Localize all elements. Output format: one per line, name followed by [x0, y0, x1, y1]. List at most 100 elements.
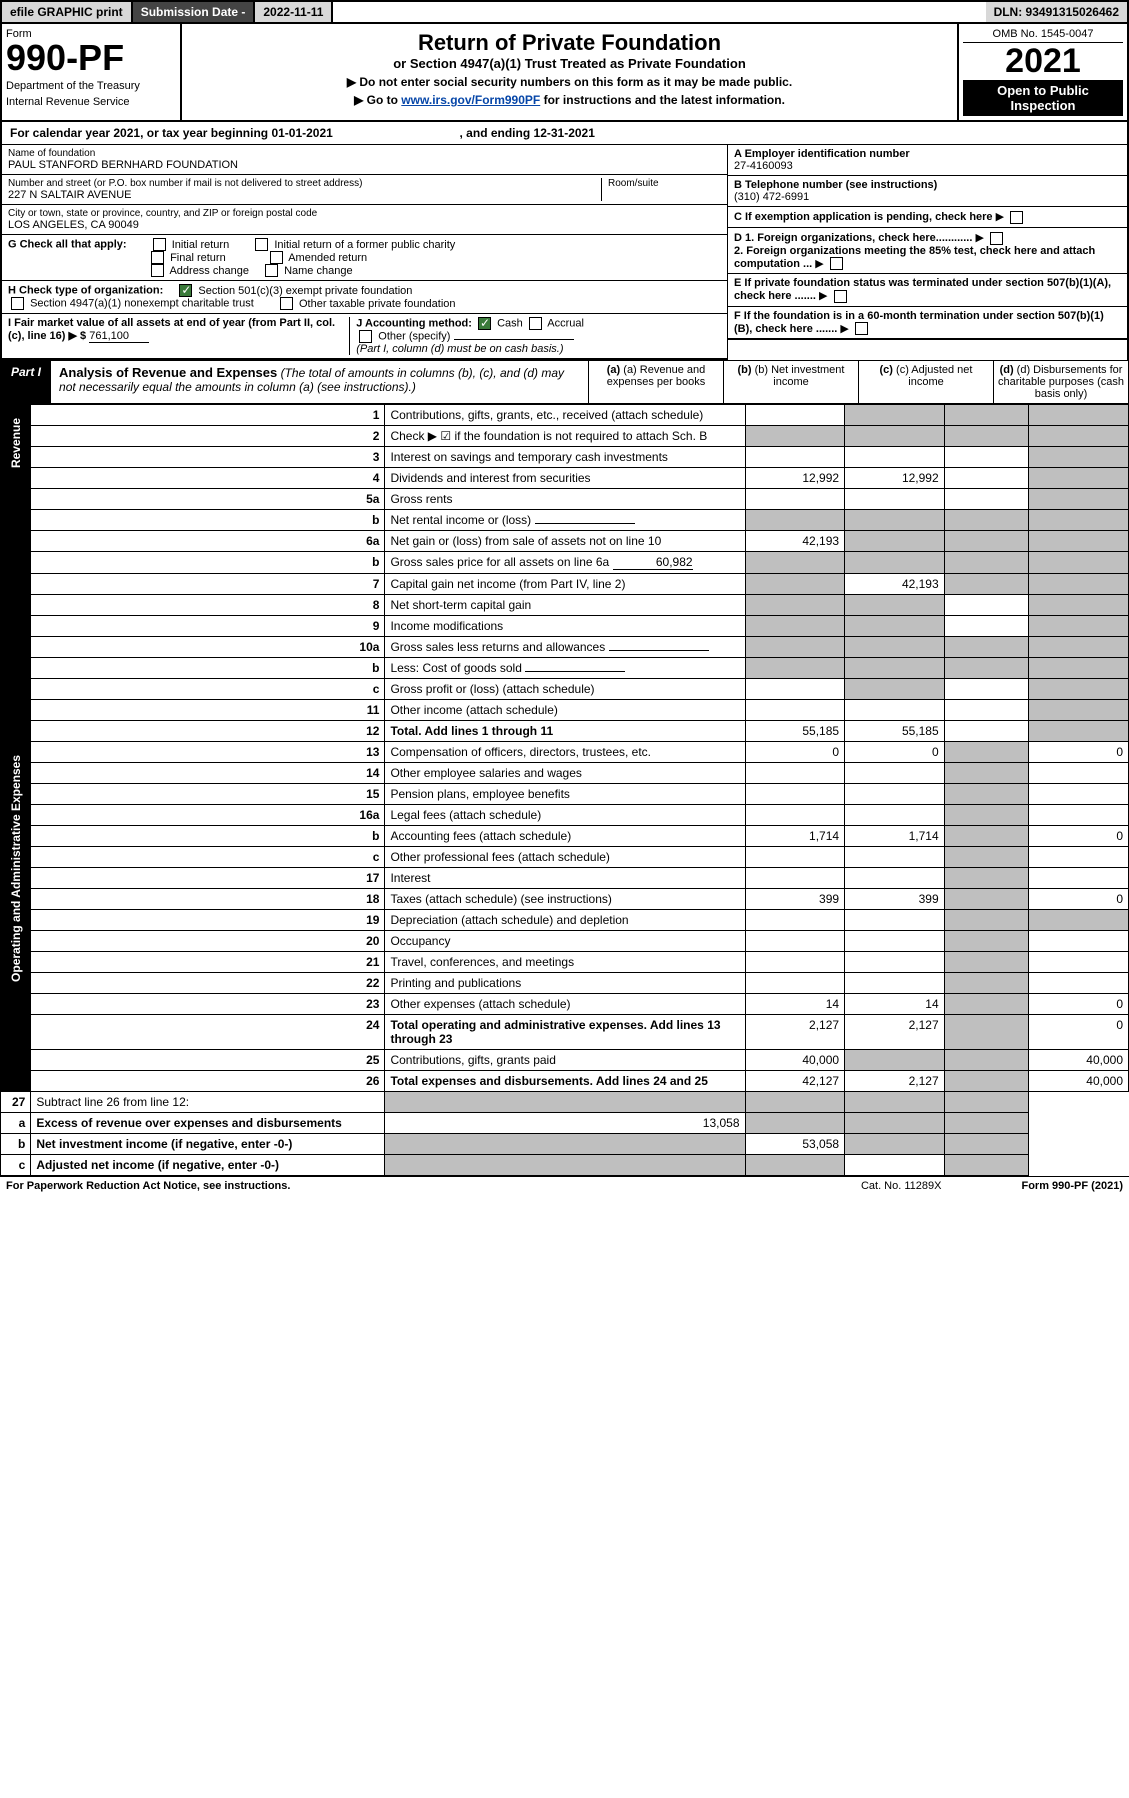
row-label: Excess of revenue over expenses and disb…	[31, 1113, 385, 1134]
checkbox-cash[interactable]	[478, 317, 491, 330]
header-right: OMB No. 1545-0047 2021 Open to Public In…	[957, 24, 1127, 120]
col-d-text: (d) Disbursements for charitable purpose…	[998, 364, 1124, 400]
row-label: Depreciation (attach schedule) and deple…	[385, 910, 745, 931]
row-label: Gross sales price for all assets on line…	[385, 552, 745, 574]
checkbox-501c3[interactable]	[179, 284, 192, 297]
subdate-value: 2022-11-11	[255, 2, 333, 22]
table-row: 18Taxes (attach schedule) (see instructi…	[1, 889, 1129, 910]
checkbox-d2[interactable]	[830, 257, 843, 270]
irs-label: Internal Revenue Service	[6, 96, 176, 108]
checkbox-f[interactable]	[855, 322, 868, 335]
b-val: (310) 472-6991	[734, 191, 809, 203]
shaded-cell	[944, 574, 1029, 595]
row-label: Other income (attach schedule)	[385, 700, 745, 721]
checkbox-final-return[interactable]	[151, 251, 164, 264]
shaded-cell	[845, 1092, 945, 1113]
checkbox-d1[interactable]	[990, 232, 1003, 245]
row-number: 13	[31, 742, 385, 763]
value-cell: 40,000	[1029, 1071, 1129, 1092]
row-label: Travel, conferences, and meetings	[385, 952, 745, 973]
side-label: Revenue	[1, 405, 31, 742]
shaded-cell	[845, 426, 945, 447]
note2-post: for instructions and the latest informat…	[540, 93, 785, 107]
row-number: 14	[31, 763, 385, 784]
value-cell	[745, 805, 845, 826]
row-label: Interest	[385, 868, 745, 889]
row-number: 24	[31, 1015, 385, 1050]
subdate-label: Submission Date -	[133, 2, 256, 22]
dept-label: Department of the Treasury	[6, 80, 176, 92]
value-cell	[845, 700, 945, 721]
value-cell	[1029, 973, 1129, 994]
table-row: cGross profit or (loss) (attach schedule…	[1, 679, 1129, 700]
row-label: Net investment income (if negative, ente…	[31, 1134, 385, 1155]
footer-left: For Paperwork Reduction Act Notice, see …	[6, 1180, 290, 1192]
form-link[interactable]: www.irs.gov/Form990PF	[401, 93, 540, 107]
row-number: 1	[31, 405, 385, 426]
row-number: 3	[31, 447, 385, 468]
value-cell	[745, 447, 845, 468]
row-label: Pension plans, employee benefits	[385, 784, 745, 805]
check-g: G Check all that apply: Initial return I…	[2, 235, 727, 281]
shaded-cell	[745, 552, 845, 574]
footer-year: 2021	[1095, 1180, 1119, 1192]
table-row: 12Total. Add lines 1 through 1155,18555,…	[1, 721, 1129, 742]
table-row: 23Other expenses (attach schedule)14140	[1, 994, 1129, 1015]
table-row: 25Contributions, gifts, grants paid40,00…	[1, 1050, 1129, 1071]
shaded-cell	[385, 1155, 745, 1176]
shaded-cell	[944, 405, 1029, 426]
value-cell: 12,992	[745, 468, 845, 489]
value-cell	[1029, 868, 1129, 889]
value-cell	[1029, 931, 1129, 952]
row-number: b	[31, 658, 385, 679]
box-a: A Employer identification number 27-4160…	[728, 145, 1127, 176]
value-cell	[745, 952, 845, 973]
value-cell	[745, 489, 845, 510]
value-cell	[944, 489, 1029, 510]
shaded-cell	[1029, 700, 1129, 721]
value-cell	[745, 868, 845, 889]
checkbox-initial-return[interactable]	[153, 238, 166, 251]
name-val: PAUL STANFORD BERNHARD FOUNDATION	[8, 159, 721, 171]
row-number: 23	[31, 994, 385, 1015]
shaded-cell	[944, 1113, 1029, 1134]
room-lbl: Room/suite	[608, 178, 721, 189]
shaded-cell	[944, 1015, 1029, 1050]
row-label: Compensation of officers, directors, tru…	[385, 742, 745, 763]
checkbox-other-taxable[interactable]	[280, 297, 293, 310]
row-label: Accounting fees (attach schedule)	[385, 826, 745, 847]
tax-year: 2021	[963, 43, 1123, 80]
line-ij: I Fair market value of all assets at end…	[2, 314, 727, 360]
shaded-cell	[745, 1113, 845, 1134]
checkbox-amended[interactable]	[270, 251, 283, 264]
value-cell: 14	[745, 994, 845, 1015]
checkbox-accrual[interactable]	[529, 317, 542, 330]
row-number: c	[31, 679, 385, 700]
b-lbl: B Telephone number (see instructions)	[734, 179, 937, 191]
checkbox-c[interactable]	[1010, 211, 1023, 224]
value-cell: 2,127	[845, 1071, 945, 1092]
cal-text-a: For calendar year 2021, or tax year begi…	[10, 126, 333, 140]
checkbox-initial-former[interactable]	[255, 238, 268, 251]
j-opt3: Other (specify)	[378, 331, 450, 343]
row-label: Capital gain net income (from Part IV, l…	[385, 574, 745, 595]
efile-label[interactable]: efile GRAPHIC print	[2, 2, 133, 22]
checkbox-e[interactable]	[834, 290, 847, 303]
value-cell: 55,185	[845, 721, 945, 742]
table-row: 9Income modifications	[1, 616, 1129, 637]
value-cell: 1,714	[845, 826, 945, 847]
table-row: 19Depreciation (attach schedule) and dep…	[1, 910, 1129, 931]
shaded-cell	[944, 1071, 1029, 1092]
table-row: bGross sales price for all assets on lin…	[1, 552, 1129, 574]
row-label: Total. Add lines 1 through 11	[385, 721, 745, 742]
checkbox-4947a1[interactable]	[11, 297, 24, 310]
value-cell: 2,127	[745, 1015, 845, 1050]
col-c-hdr: (c) (c) Adjusted net income	[858, 361, 993, 403]
value-cell	[944, 700, 1029, 721]
checkbox-name-change[interactable]	[265, 264, 278, 277]
shaded-cell	[1029, 468, 1129, 489]
checkbox-address-change[interactable]	[151, 264, 164, 277]
shaded-cell	[944, 1155, 1029, 1176]
value-cell: 42,127	[745, 1071, 845, 1092]
checkbox-other-method[interactable]	[359, 330, 372, 343]
